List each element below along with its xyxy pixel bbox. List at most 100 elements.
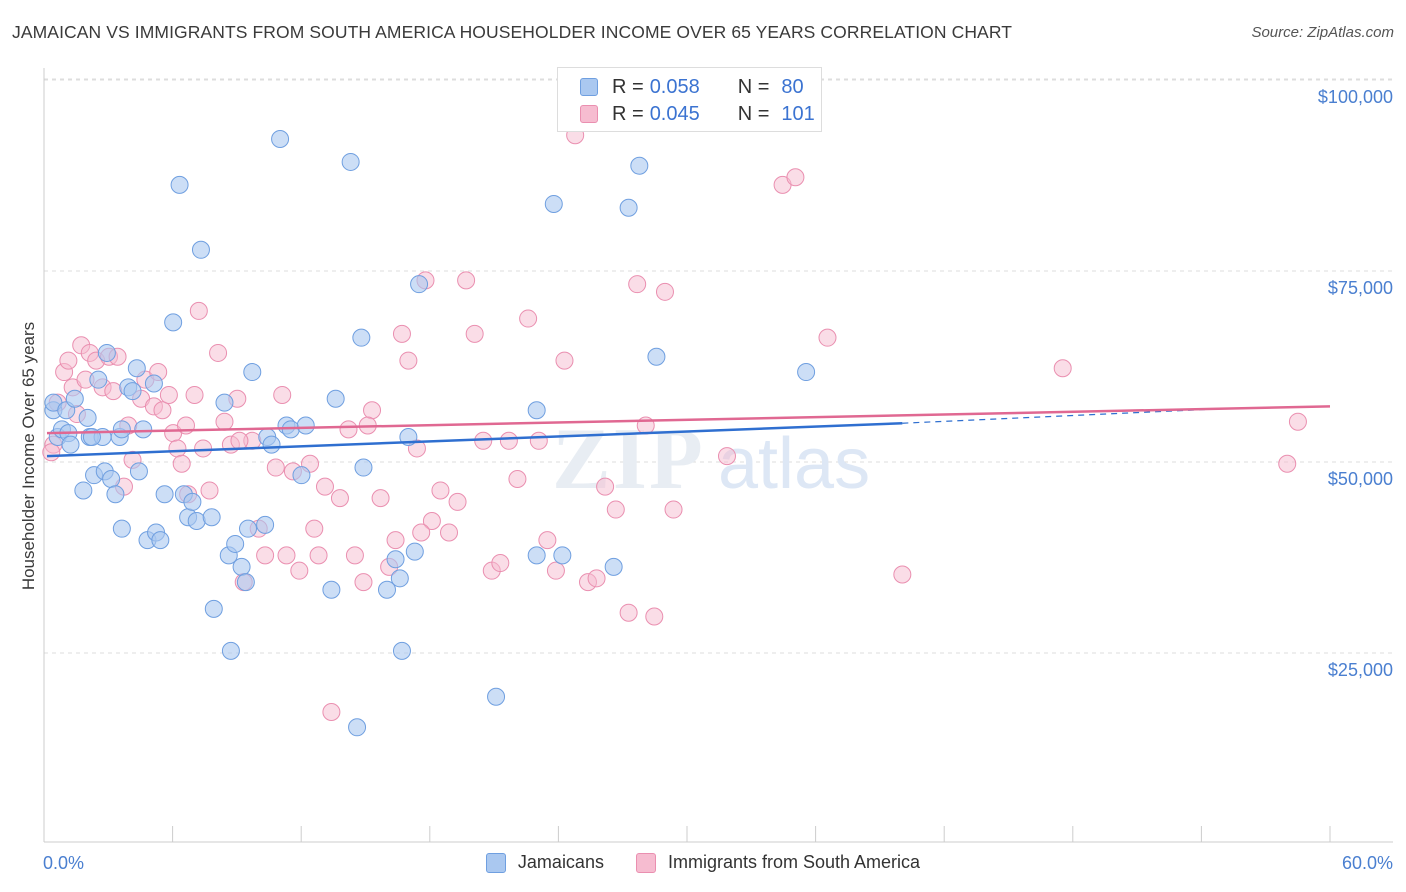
jamaicans-point (271, 130, 290, 149)
jamaicans-point (215, 393, 234, 412)
jamaicans-point (527, 546, 546, 565)
jamaicans-points (44, 130, 816, 737)
jamaicans-point (144, 374, 163, 393)
immigrants-point (499, 431, 518, 450)
immigrants-point (200, 481, 219, 500)
immigrants-point (215, 412, 234, 431)
jamaicans-point (74, 481, 93, 500)
jamaicans-point (164, 313, 183, 332)
jamaicans-point (236, 573, 255, 592)
jamaicans-point (243, 363, 262, 382)
immigrants-point (339, 420, 358, 439)
immigrants-point (818, 328, 837, 347)
jamaicans-point (97, 343, 116, 362)
immigrants-point (371, 489, 390, 508)
immigrants-point (386, 531, 405, 550)
jamaicans-point (127, 359, 146, 378)
series-legend: Jamaicans Immigrants from South America (0, 852, 1406, 873)
jamaicans-point (322, 580, 341, 599)
series-legend-immigrants: Immigrants from South America (635, 852, 920, 873)
jamaicans-trend-extension (902, 408, 1224, 424)
immigrants-point (538, 531, 557, 550)
y-tick-label: $100,000 (1318, 87, 1393, 107)
immigrants-point (412, 523, 431, 542)
immigrants-point (628, 275, 647, 294)
legend-row-jamaicans: R = 0.058 N = 80 (580, 75, 804, 99)
immigrants-point (529, 431, 548, 450)
jamaicans-point (134, 420, 153, 439)
immigrants-point (491, 554, 510, 573)
legend-r-label: R = (612, 75, 644, 98)
jamaicans-point (392, 641, 411, 660)
immigrants-point (194, 439, 213, 458)
jamaicans-point (647, 347, 666, 366)
immigrants-point (1288, 412, 1307, 431)
immigrants-point (448, 492, 467, 511)
x-tick-label: 60.0% (1342, 853, 1393, 873)
jamaicans-point (352, 328, 371, 347)
immigrants-swatch (635, 852, 656, 873)
legend-n-label: N = (737, 75, 770, 98)
immigrants-trend-line (46, 405, 1331, 435)
jamaicans-point (155, 485, 174, 504)
immigrants-point (587, 569, 606, 588)
immigrants-point (209, 343, 228, 362)
jamaicans-point (151, 531, 170, 550)
watermark-atlas: atlas (718, 424, 870, 504)
x-tick-label: 0.0% (43, 853, 84, 873)
watermark-zip: ZIP (552, 411, 705, 508)
jamaicans-point (544, 194, 563, 213)
jamaicans-point (61, 435, 80, 454)
jamaicans-point (797, 363, 816, 382)
legend-n-label: N = (737, 102, 770, 125)
immigrants-point (422, 512, 441, 531)
jamaicans-point (112, 420, 131, 439)
immigrants-point (465, 324, 484, 343)
immigrants-point (664, 500, 683, 519)
immigrants-point (508, 470, 527, 488)
jamaicans-point (553, 546, 572, 565)
legend-swatch-immigrants (580, 105, 598, 123)
immigrants-point (645, 607, 664, 626)
immigrants-point (277, 546, 296, 565)
immigrants-point (1278, 454, 1297, 473)
immigrants-point (172, 454, 191, 473)
jamaicans-point (89, 370, 108, 389)
immigrants-point (104, 382, 123, 401)
immigrants-point (392, 324, 411, 343)
legend-swatch-jamaicans (580, 78, 598, 96)
immigrants-point (230, 431, 249, 450)
immigrants-point (399, 351, 418, 370)
jamaicans-point (204, 599, 223, 618)
immigrants-point (555, 351, 574, 370)
jamaicans-point (386, 550, 405, 569)
jamaicans-point (106, 485, 125, 504)
immigrants-point (305, 519, 324, 538)
jamaicans-point (226, 534, 245, 553)
immigrants-point (893, 565, 912, 584)
jamaicans-point (129, 462, 148, 481)
immigrants-point (309, 546, 328, 565)
jamaicans-point (102, 470, 121, 488)
immigrants-point (42, 443, 61, 462)
immigrants-point (457, 271, 476, 290)
jamaicans-point (262, 435, 281, 454)
immigrants-point (354, 573, 373, 592)
legend-n-immigrants: 101 (781, 102, 815, 125)
jamaicans-point (187, 512, 206, 531)
jamaicans-point (630, 156, 649, 175)
series-legend-jamaicans: Jamaicans (485, 852, 604, 873)
jamaicans-point (296, 416, 315, 435)
jamaicans-point (604, 557, 623, 576)
immigrants-point (266, 458, 285, 477)
jamaicans-point (292, 466, 311, 485)
immigrants-point (440, 523, 459, 542)
legend-r-immigrants: 0.045 (649, 102, 700, 125)
immigrants-point (655, 282, 674, 301)
immigrants-point (519, 309, 538, 328)
immigrants-point (168, 439, 187, 458)
immigrants-point (273, 385, 292, 404)
jamaicans-point (405, 542, 424, 561)
jamaicans-point (239, 519, 258, 538)
immigrants-point (315, 477, 334, 496)
